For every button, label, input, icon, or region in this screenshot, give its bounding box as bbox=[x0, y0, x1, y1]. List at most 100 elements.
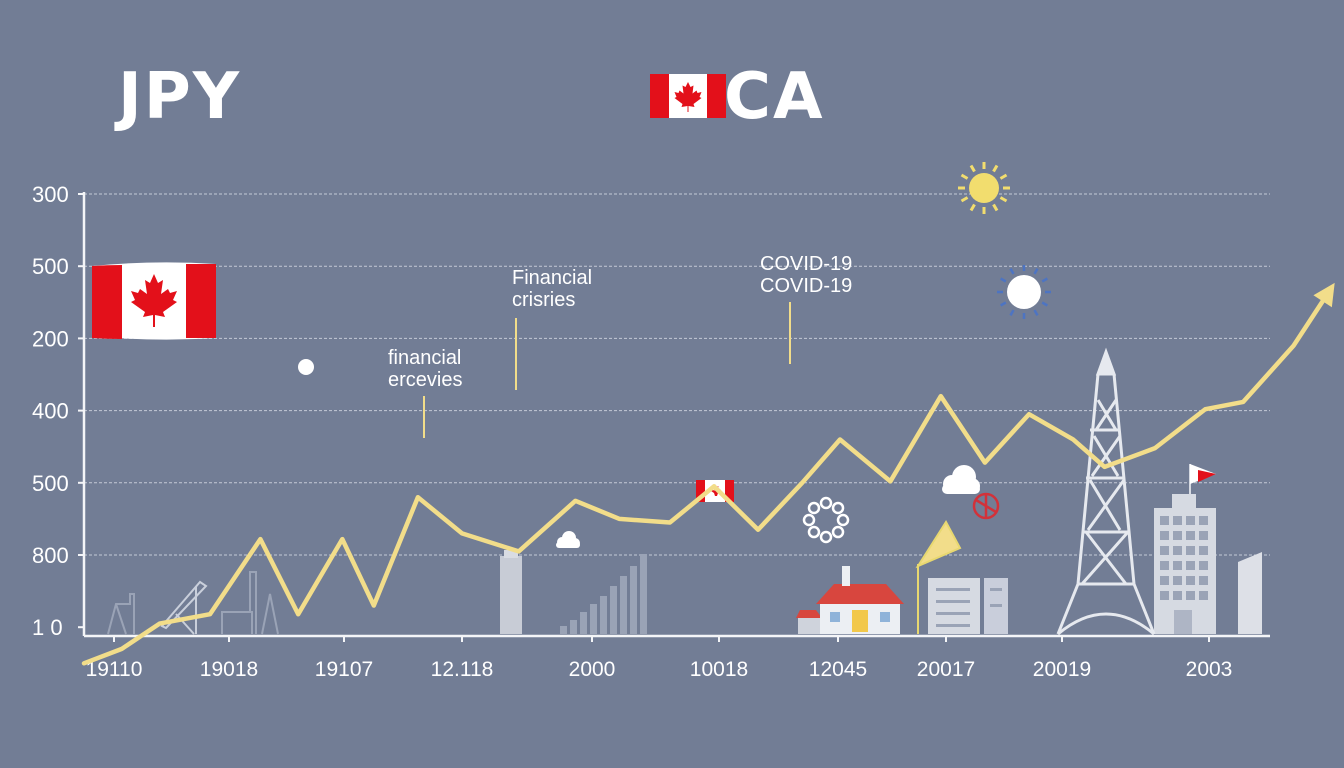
building-window bbox=[1199, 576, 1208, 585]
gear-tooth bbox=[999, 301, 1007, 307]
y-axis-ticks: 300 500 200 400 500 800 1 0 bbox=[32, 182, 84, 640]
deco-bar bbox=[620, 576, 627, 634]
x-tick-label: 12045 bbox=[809, 658, 867, 681]
ring-segment bbox=[831, 525, 845, 539]
sun-ray bbox=[992, 164, 999, 173]
y-tick-label: 200 bbox=[32, 326, 69, 351]
annotation-label: COVID-19 bbox=[760, 253, 852, 275]
ring-segment bbox=[831, 501, 845, 515]
office-buildings bbox=[928, 464, 1262, 634]
y-tick-label: 500 bbox=[32, 254, 69, 279]
grid-lines bbox=[84, 193, 1270, 556]
deco-bar bbox=[560, 626, 567, 634]
house-icon bbox=[796, 566, 904, 634]
building-window bbox=[1160, 576, 1169, 585]
building-window bbox=[1199, 591, 1208, 600]
currency-title-ca: CA bbox=[724, 60, 825, 134]
ring-segment bbox=[807, 525, 821, 539]
series-arrow-head bbox=[1313, 282, 1335, 308]
sun-ray bbox=[960, 196, 969, 203]
sun-ray bbox=[960, 173, 969, 180]
gear-tooth bbox=[999, 277, 1007, 283]
y-tick-label: 400 bbox=[32, 399, 69, 424]
bar-cluster bbox=[560, 554, 647, 634]
building-window bbox=[1186, 531, 1195, 540]
gear-tooth bbox=[1033, 309, 1039, 317]
deco-bar bbox=[580, 612, 587, 634]
ring-segment bbox=[836, 513, 850, 527]
gear-tooth bbox=[1009, 309, 1015, 317]
cloud-small-icon bbox=[556, 531, 580, 548]
building-window bbox=[1186, 561, 1195, 570]
deco-bar bbox=[610, 586, 617, 634]
deco-bar bbox=[590, 604, 597, 634]
currency-title-jpy: JPY bbox=[118, 60, 242, 134]
building-window bbox=[1186, 516, 1195, 525]
x-tick-label: 2000 bbox=[569, 658, 616, 681]
sun-ray bbox=[992, 203, 999, 212]
sun-ray bbox=[969, 203, 976, 212]
gear-tooth bbox=[1009, 267, 1015, 275]
y-tick-label: 300 bbox=[32, 182, 69, 207]
canada-flag-icon bbox=[650, 74, 726, 118]
series-line bbox=[81, 285, 1334, 666]
y-tick-label: 800 bbox=[32, 543, 69, 568]
sun-ray bbox=[999, 173, 1008, 180]
building-window bbox=[1199, 546, 1208, 555]
gear-tooth bbox=[1041, 277, 1049, 283]
gear-tooth bbox=[1033, 267, 1039, 275]
deco-bar bbox=[570, 620, 577, 634]
annotation-label: financial bbox=[388, 347, 461, 369]
building-window bbox=[1199, 561, 1208, 570]
building-window bbox=[1160, 516, 1169, 525]
deco-bar bbox=[600, 596, 607, 634]
building-window bbox=[1186, 576, 1195, 585]
deco-bar bbox=[630, 566, 637, 634]
x-tick-label: 19107 bbox=[315, 658, 373, 681]
annotation-label: crisries bbox=[512, 289, 575, 311]
globe-icon bbox=[972, 492, 1000, 520]
building-window bbox=[1173, 516, 1182, 525]
building-window bbox=[1186, 591, 1195, 600]
cloud-icon bbox=[942, 465, 980, 494]
annotation-label: COVID-19 bbox=[760, 275, 852, 297]
building-window bbox=[1199, 516, 1208, 525]
x-tick-label: 19018 bbox=[200, 658, 258, 681]
sun-icon bbox=[958, 162, 1010, 214]
refresh-ring-icon bbox=[802, 496, 850, 544]
x-tick-label: 12.118 bbox=[431, 658, 494, 681]
radio-tower bbox=[1056, 347, 1156, 636]
building-window bbox=[1160, 561, 1169, 570]
y-tick-label: 500 bbox=[32, 471, 69, 496]
y-tick-label: 1 0 bbox=[32, 615, 63, 640]
x-tick-label: 20019 bbox=[1033, 658, 1091, 681]
dot-icon bbox=[298, 359, 314, 375]
x-tick-label: 19110 bbox=[86, 658, 143, 681]
building-window bbox=[1173, 546, 1182, 555]
x-tick-label: 20017 bbox=[917, 658, 975, 681]
deco-bar bbox=[640, 554, 647, 634]
building-window bbox=[1173, 561, 1182, 570]
ring-segment bbox=[819, 496, 833, 510]
x-tick-label: 10018 bbox=[690, 658, 748, 681]
annotation-label: Financial bbox=[512, 267, 592, 289]
building-window bbox=[1160, 546, 1169, 555]
sun-ray bbox=[969, 164, 976, 173]
sun-ray bbox=[999, 196, 1008, 203]
building-window bbox=[1173, 576, 1182, 585]
gear-icon bbox=[997, 265, 1051, 319]
ring-segment bbox=[807, 501, 821, 515]
x-axis-ticks: 19110 19018 19107 12.118 2000 10018 12045 20017… bbox=[86, 636, 1233, 681]
industrial-silhouettes bbox=[107, 571, 279, 635]
annotation-label: ercevies bbox=[388, 369, 462, 391]
x-tick-label: 2003 bbox=[1186, 658, 1233, 681]
oil-pump-icon bbox=[500, 550, 522, 634]
gear-tooth bbox=[1041, 301, 1049, 307]
building-window bbox=[1160, 531, 1169, 540]
building-window bbox=[1199, 531, 1208, 540]
flag-pin-icon bbox=[915, 520, 962, 634]
ring-segment bbox=[802, 513, 816, 527]
building-window bbox=[1186, 546, 1195, 555]
